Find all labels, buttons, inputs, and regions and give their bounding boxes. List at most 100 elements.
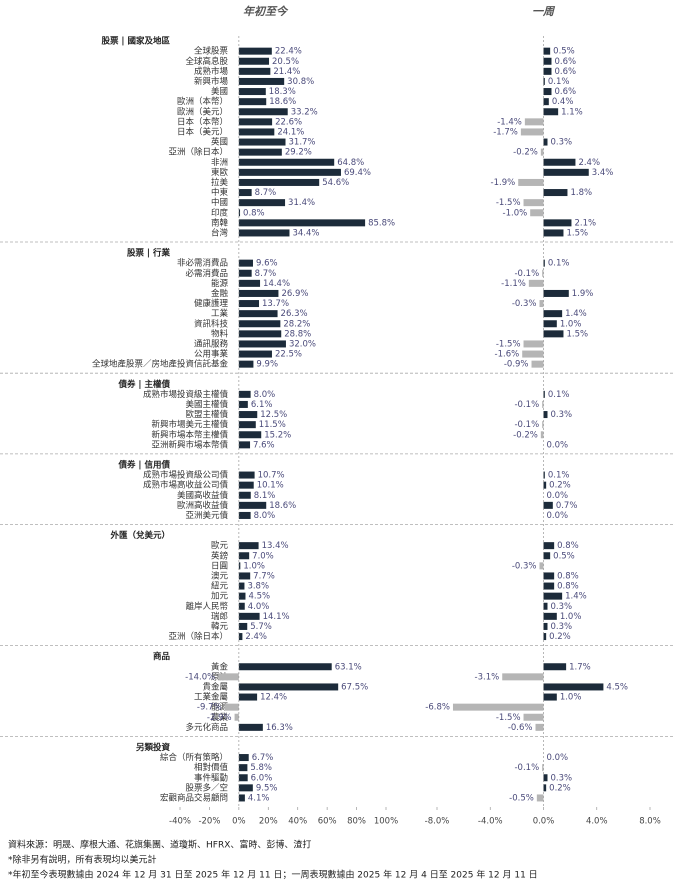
bar: [238, 178, 320, 186]
category-label: 英國: [211, 137, 228, 148]
category-label: 美國: [211, 86, 228, 97]
value-label: 14.1%: [263, 612, 290, 622]
value-label: 0.0%: [547, 491, 569, 501]
bar: [238, 481, 254, 489]
bar: [238, 229, 290, 237]
value-label: 3.8%: [247, 582, 269, 592]
value-label: 8.7%: [255, 269, 277, 279]
footnote: *年初至今表現數據由 2024 年 12 月 31 日至 2025 年 12 月…: [8, 869, 538, 881]
value-label: 28.2%: [283, 319, 310, 329]
value-label: 22.6%: [275, 117, 302, 127]
value-label: 26.9%: [281, 289, 308, 299]
bar: [238, 259, 253, 267]
bar: [238, 108, 288, 116]
value-label: 2.4%: [578, 158, 600, 168]
value-label: -2.9%: [207, 713, 232, 723]
bar: [238, 320, 281, 328]
category-label: 能源: [211, 702, 229, 713]
bar: [543, 88, 552, 96]
category-label: 美國高收益債: [177, 490, 229, 501]
bar: [238, 88, 266, 96]
x-tick-label: 0%: [232, 817, 246, 827]
bar: [543, 542, 555, 550]
x-tick-label: 20%: [259, 817, 278, 827]
bar: [238, 310, 278, 318]
value-label: 6.7%: [252, 753, 274, 763]
bar: [238, 491, 251, 499]
value-label: 0.5%: [553, 47, 575, 57]
value-label: -1.5%: [496, 339, 521, 349]
category-label: 日圓: [211, 561, 228, 571]
bar: [543, 219, 572, 227]
value-label: 30.8%: [287, 77, 314, 87]
value-label: 21.4%: [273, 67, 300, 77]
bar: [543, 592, 563, 600]
bar: [543, 158, 576, 166]
bar: [543, 289, 569, 297]
bar: [238, 693, 258, 701]
value-label: 6.0%: [251, 773, 273, 783]
bar: [238, 411, 258, 419]
bar: [543, 501, 553, 509]
category-label: 東歐: [211, 167, 229, 178]
bar: [238, 663, 332, 671]
section-title: 另類投資: [136, 742, 171, 753]
panel-title: 年初至今: [243, 5, 289, 18]
value-label: -0.2%: [513, 430, 538, 440]
value-label: 8.1%: [254, 491, 276, 501]
bar: [238, 582, 245, 590]
value-label: 0.8%: [557, 582, 579, 592]
value-label: 12.5%: [260, 410, 287, 420]
category-label: 工業金屬: [194, 692, 228, 703]
bar: [543, 320, 557, 328]
bar: [543, 77, 545, 85]
value-label: 1.5%: [566, 329, 588, 339]
value-label: 0.6%: [554, 67, 576, 77]
category-label: 宏觀商品交易顧問: [160, 792, 228, 803]
section-title: 股票 | 國家及地區: [101, 36, 170, 47]
value-label: -0.6%: [508, 723, 533, 733]
bar: [543, 663, 567, 671]
bar: [543, 471, 545, 479]
bar: [238, 764, 248, 772]
bar: [543, 229, 564, 237]
value-label: 1.0%: [243, 561, 265, 571]
bar: [238, 390, 251, 398]
value-label: 7.7%: [253, 571, 275, 581]
value-label: 14.4%: [263, 279, 290, 289]
value-label: -0.1%: [514, 763, 539, 773]
panel-title: 一周: [532, 5, 556, 18]
x-tick-label: 0.0%: [533, 817, 555, 827]
value-label: 28.8%: [284, 329, 311, 339]
category-label: 全球股票: [194, 46, 229, 57]
value-label: -14.0%: [185, 672, 215, 682]
section-title: 債券 | 信用債: [117, 459, 170, 470]
category-label: 資訊科技: [194, 318, 229, 329]
value-label: 0.8%: [243, 208, 265, 218]
value-label: 63.1%: [335, 662, 362, 672]
value-label: 22.5%: [275, 350, 302, 360]
value-label: 1.8%: [570, 188, 592, 198]
category-label: 貴金屬: [202, 681, 228, 692]
value-label: -0.9%: [504, 360, 529, 370]
bar: [238, 501, 267, 509]
bar: [543, 572, 555, 580]
bar: [543, 633, 547, 641]
value-label: 1.9%: [572, 289, 594, 299]
value-label: 0.2%: [549, 632, 571, 642]
bar: [543, 108, 559, 116]
bar: [238, 784, 253, 792]
value-label: 0.1%: [548, 77, 570, 87]
bar: [535, 723, 544, 731]
bar: [543, 57, 552, 65]
bar: [238, 269, 252, 277]
bar: [523, 713, 544, 721]
bar: [542, 400, 544, 408]
bar: [530, 209, 544, 217]
bar: [542, 421, 544, 429]
category-label: 歐盟主權債: [185, 409, 228, 420]
bar: [238, 633, 243, 641]
value-label: 85.8%: [368, 218, 395, 228]
bar: [543, 259, 545, 267]
bar: [238, 542, 259, 550]
